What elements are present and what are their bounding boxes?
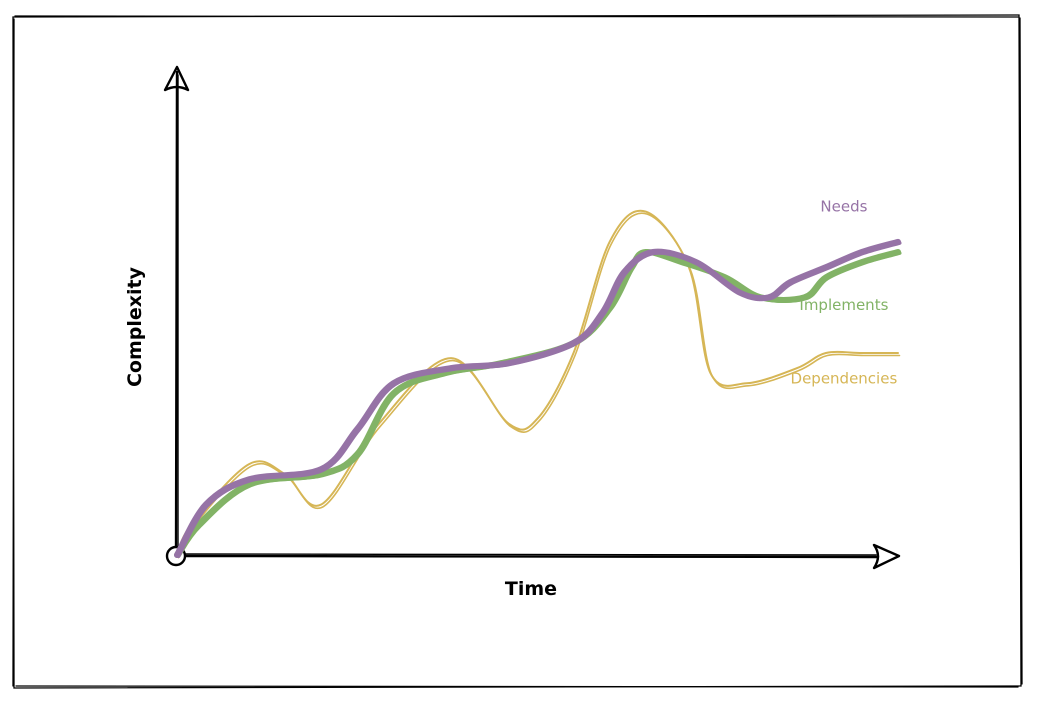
series-line-implements [174,248,901,558]
series-label-dependencies: Dependencies [791,369,898,387]
series-labels: Needs Implements Dependencies [791,198,898,388]
y-axis-line [174,70,179,557]
series-line-sketch-needs [176,240,902,558]
y-axis-label: Complexity [124,266,146,387]
series-label-implements: Implements [799,296,888,314]
series-line-needs [174,238,901,558]
axes [163,65,901,570]
series-layer [174,209,902,559]
y-axis-arrowhead [163,65,190,92]
x-axis-label: Time [505,578,557,600]
series-label-needs: Needs [820,198,867,216]
x-axis-line-sketch [179,553,877,556]
chart-frame [12,14,1023,689]
x-axis-line [176,554,880,559]
series-line-sketch-implements [176,250,902,558]
x-axis-arrowhead [872,543,901,570]
